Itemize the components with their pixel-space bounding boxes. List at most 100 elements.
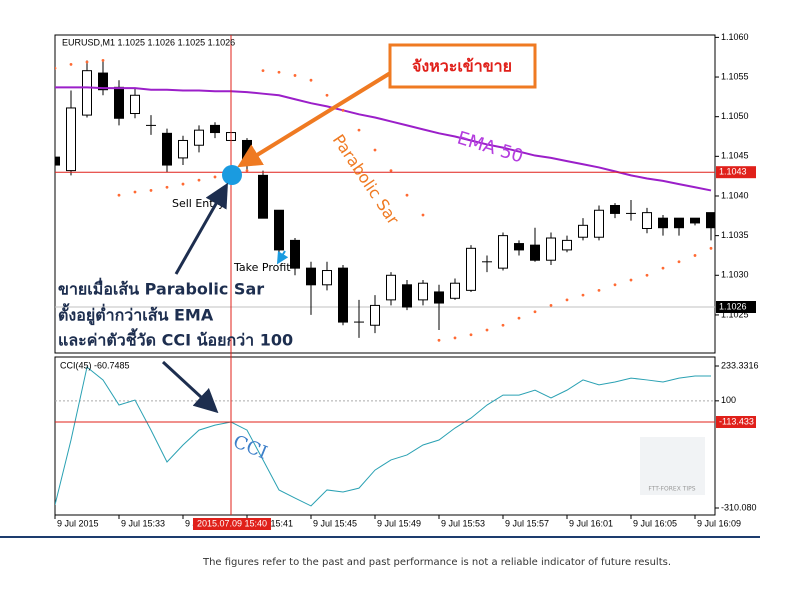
last-price-label: 1.1026 xyxy=(719,301,747,311)
crosshair-price-label: 1.1043 xyxy=(719,167,747,177)
candle-body xyxy=(610,204,620,214)
sar-dot xyxy=(645,273,649,277)
crosshair-price-box xyxy=(716,166,756,179)
sar-dot xyxy=(245,169,249,173)
candle-body xyxy=(498,235,508,269)
cci-crosshair-box xyxy=(716,416,756,428)
sar-dot xyxy=(501,323,505,327)
y-tick-label: 1.1050 xyxy=(721,111,749,121)
candle-body xyxy=(322,270,332,286)
sar-dot xyxy=(677,260,681,264)
candle-body xyxy=(674,217,684,229)
candle-body xyxy=(434,291,444,304)
candle-body xyxy=(306,267,316,286)
candle-body xyxy=(162,132,172,166)
sar-dot xyxy=(213,175,217,179)
sar-dot xyxy=(469,333,473,337)
crosshair-time-label: 2015.07.09 15:40 xyxy=(197,518,267,528)
footer: The figures refer to the past and past p… xyxy=(202,557,671,568)
x-tick-label: 9 Jul 16:09 xyxy=(697,518,741,528)
candle-body xyxy=(562,239,572,251)
sar-dot xyxy=(261,69,265,73)
cci-line xyxy=(55,366,711,507)
candle-body xyxy=(450,282,460,299)
sar-dot xyxy=(581,293,585,297)
candle-body xyxy=(690,217,700,224)
sar-dot xyxy=(293,74,297,77)
sar-dot xyxy=(405,193,409,197)
y-tick-label: -310.080 xyxy=(721,502,757,512)
sar-dot xyxy=(421,213,425,217)
ema-line xyxy=(55,86,712,192)
candle-body xyxy=(386,274,396,301)
x-tick-label: 9 Jul 15:57 xyxy=(505,518,549,528)
x-tick-label: 9 Jul 15:33 xyxy=(121,518,165,528)
cci-crosshair-label: -113.433 xyxy=(719,416,754,426)
watermark-box xyxy=(640,437,705,495)
last-price-box xyxy=(716,301,756,314)
candle-body xyxy=(594,209,604,238)
candle-body xyxy=(706,212,715,229)
sar-dot xyxy=(485,328,489,332)
candle-body xyxy=(530,244,540,261)
sar-dot xyxy=(357,128,361,132)
take-profit: Take Profit xyxy=(233,261,291,274)
entry-dot xyxy=(222,165,242,185)
y-tick-label: 1.1040 xyxy=(721,190,749,200)
cci-arrow xyxy=(161,360,219,414)
chart-title: EURUSD,M1 1.1025 1.1026 1.1025 1.1026 xyxy=(62,37,235,47)
sar-dot xyxy=(85,60,89,64)
sar-dot xyxy=(101,58,105,62)
sar-dot xyxy=(341,108,345,112)
y-tick-label: 1.1060 xyxy=(721,32,749,42)
sar-dot xyxy=(453,336,457,340)
rule-line: ตั้งอยู่ต่ำกว่าเส้น EMA xyxy=(58,303,214,327)
sar-dot xyxy=(613,283,617,287)
cci-title: CCI(45) -60.7485 xyxy=(60,360,130,370)
sar-dot xyxy=(517,316,521,320)
sar-dot xyxy=(117,193,121,197)
sar-dot xyxy=(709,246,713,250)
candle-body xyxy=(66,107,76,172)
x-tick-label: 9 Jul 2015 xyxy=(57,518,99,528)
entry-box-text: จังหวะเข้าขาย xyxy=(412,57,512,76)
sar-dot xyxy=(533,310,537,314)
sar-dot xyxy=(437,338,441,342)
tp-arrow xyxy=(276,250,289,265)
y-tick-label: 233.3316 xyxy=(721,360,759,370)
candle-body xyxy=(114,86,124,119)
y-tick-label: 1.1035 xyxy=(721,230,749,240)
sar-dot xyxy=(309,78,313,82)
sar-dot xyxy=(165,185,169,189)
candle-body xyxy=(82,70,92,116)
sar-dot xyxy=(389,169,393,173)
candle-body xyxy=(338,267,348,323)
sar-dot xyxy=(693,254,697,257)
candle-body xyxy=(514,243,524,251)
sar-dot xyxy=(55,66,57,70)
y-tick-label: 1.1030 xyxy=(721,270,749,280)
y-tick-label: 1.1025 xyxy=(721,309,749,319)
x-tick-label: 9 Jul 15:53 xyxy=(441,518,485,528)
y-tick-label: 100 xyxy=(721,395,736,405)
y-tick-label: 1.1055 xyxy=(721,71,749,81)
rule-line: ขายเมื่อเส้น Parabolic Sar xyxy=(58,278,264,299)
candle-body xyxy=(258,174,268,219)
sar-dot xyxy=(597,288,601,292)
x-tick-label: 9 Jul 16:01 xyxy=(569,518,613,528)
sar-dot xyxy=(629,278,633,282)
rule-arrow xyxy=(174,182,228,275)
candle-body xyxy=(418,282,428,301)
sar-dot xyxy=(565,298,569,302)
rule-line: และค่าตัวชี้วัด CCI น้อยกว่า 100 xyxy=(58,328,293,350)
candle-body xyxy=(178,139,188,159)
candle-body xyxy=(642,212,652,229)
candle-body xyxy=(55,156,60,166)
candle-body xyxy=(98,72,108,91)
candle-body xyxy=(290,239,300,269)
candle-body xyxy=(130,94,140,115)
sar-dot xyxy=(277,70,281,74)
entry-box xyxy=(388,43,537,89)
watermark: FTT-FOREX TIPS xyxy=(648,486,695,493)
